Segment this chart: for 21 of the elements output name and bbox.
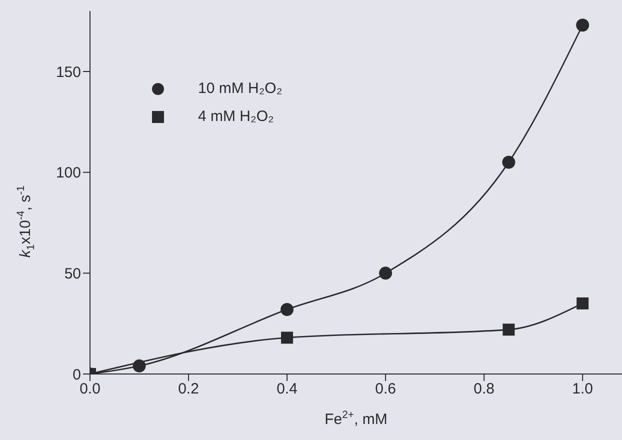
- point: [576, 297, 589, 310]
- x-tick-label: 0.6: [375, 380, 396, 398]
- y-tick-label: 0: [72, 366, 81, 384]
- point: [379, 266, 392, 280]
- point: [502, 156, 516, 169]
- x-tick-label: 0.4: [276, 380, 298, 398]
- point: [281, 332, 294, 344]
- point: [576, 18, 590, 32]
- legend-label: 4 mM H₂O₂: [198, 108, 274, 125]
- point: [132, 359, 146, 372]
- y-tick-label: 100: [56, 164, 81, 182]
- point: [502, 324, 515, 336]
- x-tick-label: 1.0: [572, 380, 594, 398]
- legend-label: 10 mM H₂O₂: [198, 80, 282, 97]
- x-tick-label: 0.8: [474, 380, 495, 398]
- y-tick-label: 150: [56, 64, 81, 81]
- x-axis-title: Fe$^{2+}$, mM: [324, 409, 388, 428]
- y-tick-label: 50: [64, 265, 81, 282]
- point: [280, 302, 294, 316]
- x-tick-label: 0.2: [178, 380, 199, 398]
- x-tick-label: 0.0: [80, 380, 100, 398]
